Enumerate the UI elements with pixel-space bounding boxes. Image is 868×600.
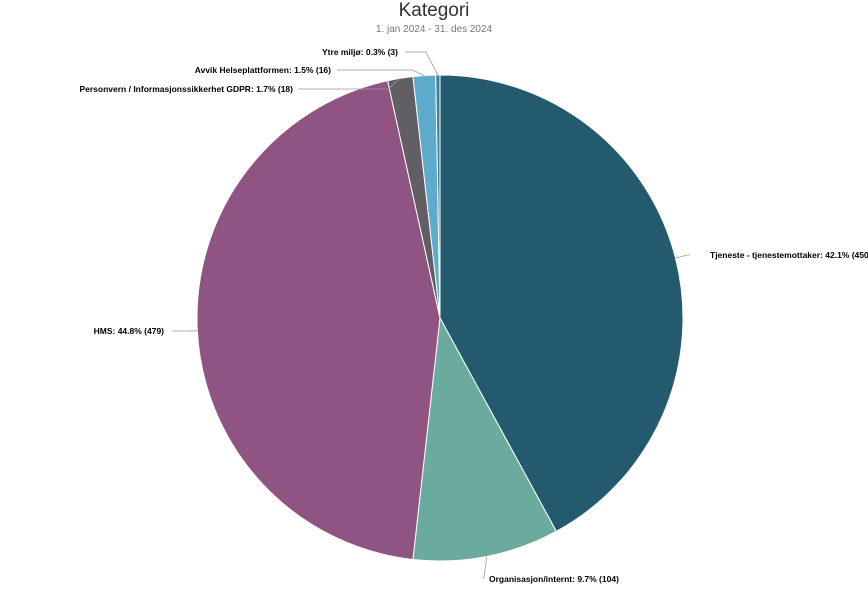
chart-title: Kategori bbox=[398, 0, 470, 21]
leader-line-1 bbox=[482, 556, 488, 579]
pie-slice-2[interactable] bbox=[196, 80, 441, 561]
data-label-1: Organisasjon/internt: 9.7% (104) bbox=[489, 574, 619, 584]
data-label-5: Ytre miljø: 0.3% (3) bbox=[322, 47, 398, 57]
data-label-4: Avvik Helseplattformen: 1.5% (16) bbox=[195, 65, 331, 75]
leader-line-5 bbox=[405, 51, 439, 76]
leader-line-4 bbox=[337, 69, 425, 76]
leader-line-0 bbox=[675, 254, 690, 259]
chart-subtitle: 1. jan 2024 - 31. des 2024 bbox=[375, 24, 493, 35]
pie-slice-1[interactable] bbox=[412, 316, 557, 562]
data-label-0: Tjeneste - tjenestemottaker: 42.1% (450) bbox=[710, 250, 868, 260]
data-label-3: Personvern / Informasjonssikkerhet GDPR:… bbox=[79, 84, 293, 94]
leader-line-3 bbox=[298, 77, 401, 90]
data-label-2: HMS: 44.8% (479) bbox=[94, 326, 165, 336]
